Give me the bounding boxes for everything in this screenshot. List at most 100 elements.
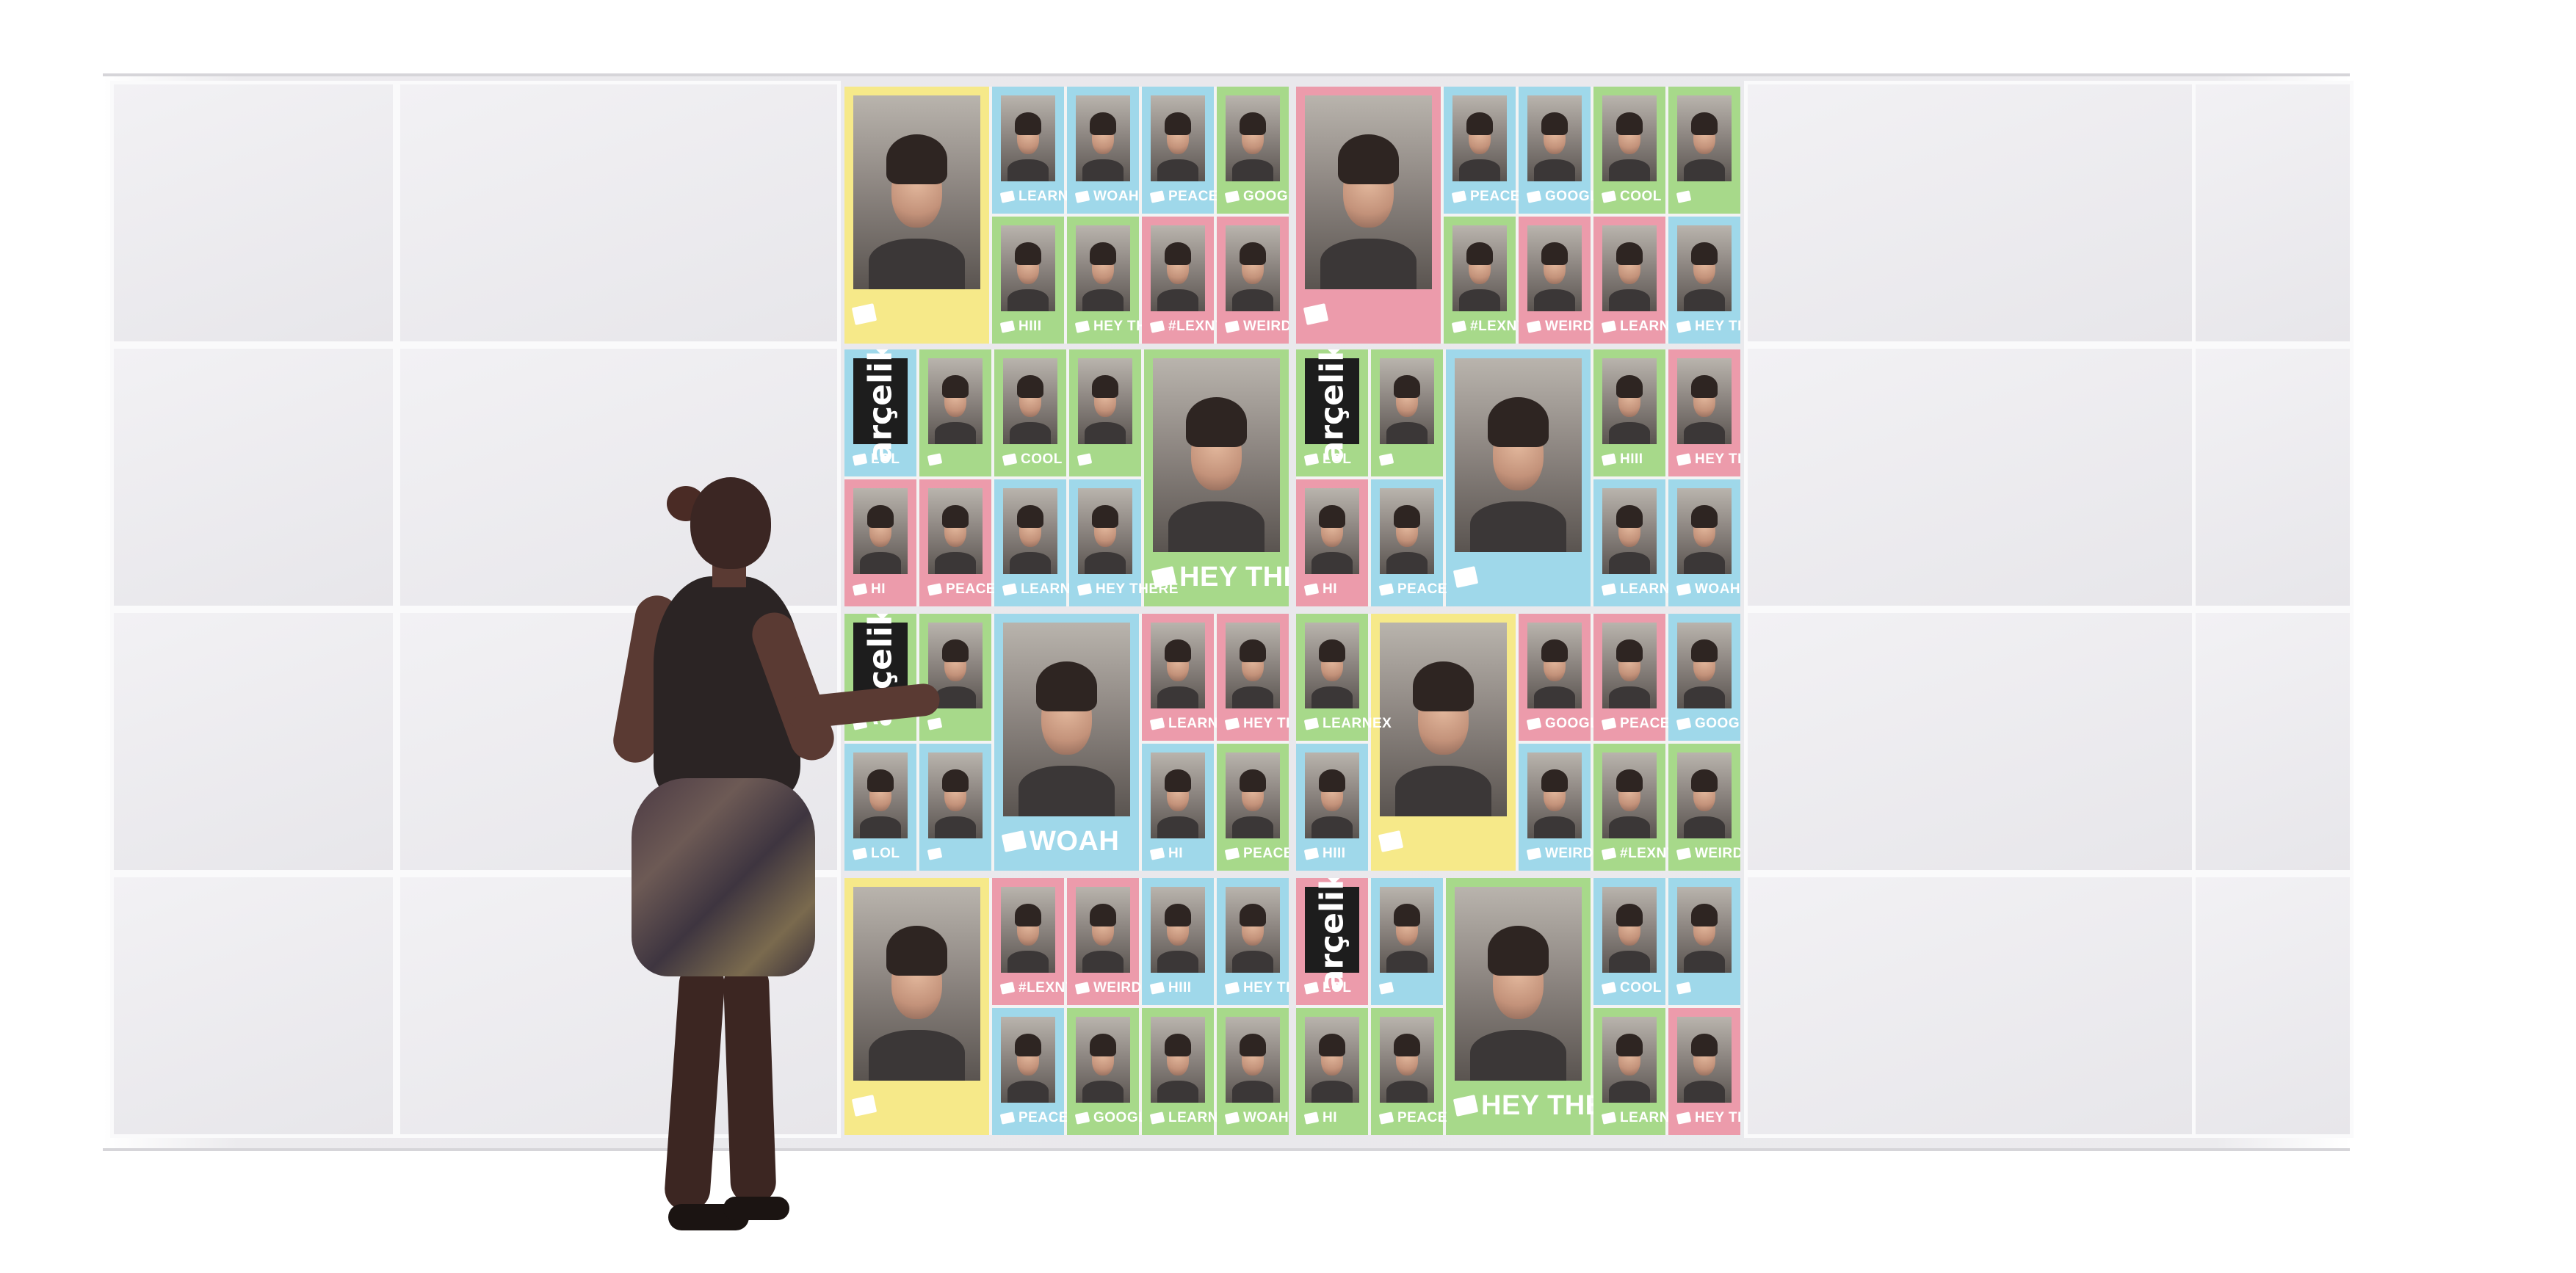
hair (1165, 904, 1191, 926)
selfie-photo (1226, 752, 1280, 838)
caption-text: HIII (1620, 451, 1643, 467)
shoulders (868, 1030, 966, 1081)
shoulders (1231, 159, 1274, 181)
shoulders (1311, 686, 1353, 708)
hair (1090, 1034, 1116, 1056)
hair (1691, 242, 1718, 265)
selfie-photo (1677, 358, 1732, 444)
photo-caption: HEY THERE (1676, 314, 1740, 339)
photo-caption: HEY THERE (1224, 711, 1289, 736)
selfie-photo (1380, 488, 1434, 574)
hair (1090, 904, 1116, 926)
photo-tile: GOOGLEEE (1217, 87, 1289, 214)
selfie-photo (1226, 623, 1280, 708)
caption-text: HI (871, 581, 886, 597)
sticky-note-icon (1601, 320, 1617, 333)
photo-caption: HEY THERE (1224, 976, 1289, 1001)
shoulders (1394, 766, 1492, 816)
shoulders (1458, 289, 1501, 311)
photo-caption: LOL (1303, 976, 1352, 1001)
hair (1319, 1034, 1345, 1056)
photo-tile: COOL (1593, 87, 1665, 214)
hair (1691, 769, 1718, 792)
sticky-note-icon (999, 190, 1016, 203)
selfie-photo (1677, 95, 1732, 181)
photo-tile: LEARNEX (1593, 479, 1689, 606)
shoulders (1608, 421, 1651, 444)
photo-tile (919, 614, 991, 741)
shoulders (1082, 1080, 1124, 1103)
hair (942, 505, 969, 528)
caption-text: PEACE (1620, 716, 1670, 731)
hair (1319, 505, 1345, 528)
photo-caption: LOL (852, 841, 900, 866)
photo-caption: WOAH (1676, 577, 1740, 602)
hair (1541, 769, 1568, 792)
caption-text: WOAH (1030, 825, 1120, 857)
photo-tile: HI (1296, 479, 1368, 606)
shoulders (1084, 551, 1126, 574)
caption-text: WEIRD (1545, 319, 1593, 334)
hair (1691, 904, 1718, 926)
shoulders (934, 816, 977, 838)
caption-text: LOL (1323, 980, 1352, 995)
selfie-photo (1455, 887, 1582, 1081)
selfie-photo (1076, 225, 1130, 311)
sticky-note-icon (1676, 847, 1692, 860)
caption-text: WEIRD (1545, 846, 1593, 861)
photo-caption (1378, 447, 1397, 472)
selfie-photo (928, 358, 983, 444)
selfie-photo (1003, 488, 1057, 574)
shoulders (1311, 551, 1353, 574)
hair (942, 375, 969, 398)
sticky-note-icon (1077, 583, 1093, 596)
featured-photo-tile (844, 878, 989, 1135)
selfie-photo (1151, 95, 1205, 181)
photo-tile: PEACE (1217, 744, 1289, 871)
photo-tile: LEARNEX (1593, 1008, 1689, 1135)
selfie-photo (1151, 887, 1205, 973)
photo-tile: WEIRD (1217, 217, 1289, 344)
shoulders (1082, 950, 1124, 973)
sticky-note-icon (1149, 320, 1165, 333)
sticky-note-icon (1074, 190, 1090, 203)
brand-logo: arçelik (1313, 349, 1351, 463)
sticky-note-icon (1001, 830, 1027, 852)
sticky-note-icon (1224, 1111, 1240, 1125)
shoulders (1231, 1080, 1274, 1103)
photo-caption: LOL (852, 447, 900, 472)
photo-tile: #LEXNYR (1444, 217, 1537, 344)
shoulders (1157, 1080, 1199, 1103)
photo-tile: PEACE (1371, 1008, 1447, 1135)
hair (1394, 505, 1420, 528)
shoulders (1533, 816, 1576, 838)
caption-text: PEACE (1397, 1110, 1447, 1125)
caption-text: COOL (1620, 980, 1662, 995)
selfie-photo (1677, 752, 1732, 838)
photo-screen: #LEXNYR WEIRD HIII HEY THERE PEACEGOOGLEEELE… (844, 878, 1289, 1135)
hair (1185, 396, 1247, 448)
hair (1394, 375, 1420, 398)
photo-caption: HIII (1149, 976, 1192, 1001)
shoulders (1009, 551, 1052, 574)
sticky-note-icon (1303, 1111, 1320, 1125)
photo-screen: LEARNEXGOOGLEEEPEACEGOOGLEEEHIIIWEIRD#LE… (1296, 614, 1740, 871)
hair (1015, 112, 1041, 135)
photo-tile: HIII (992, 217, 1064, 344)
photo-tile: HEY THERE (1668, 1008, 1740, 1135)
shoulders (1231, 686, 1274, 708)
photo-tile: GOOGLEEE (1668, 614, 1740, 741)
caption-text: PEACE (946, 581, 996, 597)
photo-tile: LEARNEX (1296, 614, 1392, 741)
shoulders (1007, 289, 1049, 311)
selfie-photo (928, 752, 983, 838)
shoulders (1082, 159, 1124, 181)
shoulders (1608, 686, 1651, 708)
wall-panel (1744, 874, 2196, 1138)
selfie-photo (1602, 1017, 1657, 1103)
hair (1691, 639, 1718, 662)
photo-caption (1378, 976, 1397, 1001)
wall-panel (1744, 81, 2196, 345)
selfie-photo (1305, 488, 1359, 574)
